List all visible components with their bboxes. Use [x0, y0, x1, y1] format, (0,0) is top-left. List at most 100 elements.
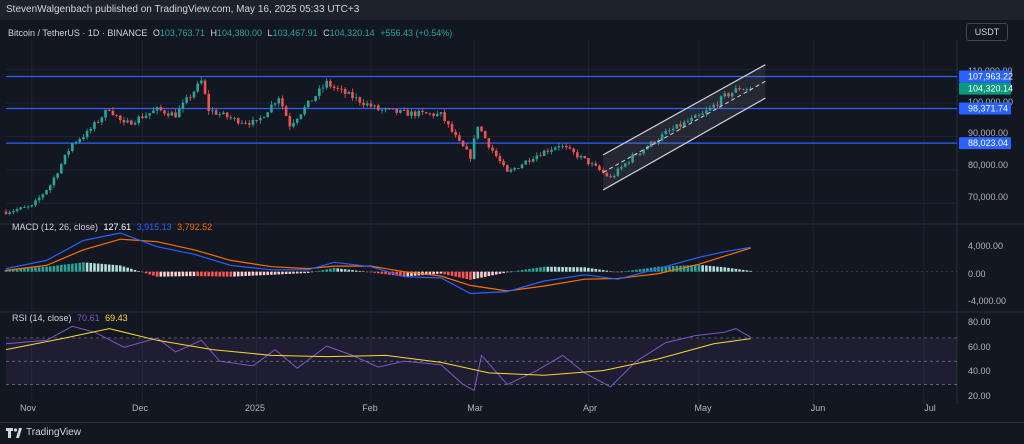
candle-body [299, 114, 303, 119]
rsi-tick-label: 80.00 [968, 317, 991, 327]
macd-histogram-bar [480, 271, 483, 278]
macd-histogram-bar [705, 265, 708, 272]
macd-histogram-bar [262, 271, 266, 276]
ohlc-h-label: H [210, 28, 217, 38]
x-tick-label: Nov [20, 403, 37, 413]
macd-histogram-bar [439, 271, 443, 274]
macd-histogram-bar [255, 271, 258, 276]
candle-body [583, 155, 586, 159]
candle-body [535, 155, 539, 160]
price-chart[interactable]: Nov Dec 2025 Feb Mar Apr May Jun Jul 110… [0, 20, 1024, 422]
candle-body [564, 145, 568, 148]
candle-body [528, 160, 531, 162]
macd-histogram-bar [303, 271, 306, 274]
macd-histogram-bar [454, 271, 457, 277]
macd-histogram-bar [605, 270, 609, 272]
macd-histogram-bar [576, 267, 579, 272]
macd-histogram-bar [12, 269, 15, 272]
macd-histogram-bar [82, 262, 85, 272]
macd-histogram-bar [163, 271, 166, 277]
macd-histogram-bar [362, 271, 365, 272]
macd-hist-value: 127.61 [103, 222, 132, 232]
macd-histogram-bar [668, 266, 671, 272]
candle-body [130, 120, 133, 125]
macd-histogram-bar [23, 268, 26, 272]
candle-body [365, 103, 369, 106]
candle-body [107, 109, 111, 111]
candle-body [236, 118, 240, 124]
candle-body [284, 106, 288, 116]
rsi-ma-line [5, 328, 751, 376]
candle-body [480, 126, 483, 132]
candle-body [572, 148, 575, 153]
candle-body [207, 94, 211, 111]
macd-histogram-bar [8, 269, 11, 272]
x-tick-label: Dec [132, 403, 149, 413]
candle-body [369, 103, 373, 107]
candle-body [303, 107, 306, 115]
macd-histogram-bar [469, 271, 472, 280]
candle-body [502, 161, 505, 166]
candle-body [435, 113, 439, 117]
level-price-tag [959, 137, 1011, 150]
candle-body [450, 124, 454, 132]
macd-histogram-bar [502, 271, 505, 274]
candle-body [635, 154, 638, 156]
candle-body [26, 206, 30, 208]
candle-body [325, 80, 328, 88]
candle-body [705, 110, 708, 114]
candle-body [358, 97, 362, 103]
candle-body [314, 96, 317, 101]
macd-histogram-bar [85, 262, 89, 272]
macd-histogram-bar [52, 265, 56, 272]
candle-body [668, 130, 671, 132]
macd-histogram-bar [719, 266, 723, 272]
candle-body [37, 197, 41, 201]
macd-legend[interactable]: MACD (12, 26, close) 127.61 3,915.13 3,7… [12, 222, 215, 232]
candle-body [494, 150, 498, 157]
candle-body [19, 207, 23, 210]
macd-histogram-bar [694, 264, 697, 272]
macd-histogram-bar [568, 267, 572, 272]
macd-histogram-bar [181, 271, 185, 277]
candle-body [524, 160, 528, 165]
macd-histogram-bar [60, 264, 63, 272]
candle-body [388, 108, 391, 110]
macd-histogram-bar [225, 271, 229, 277]
macd-histogram-bar [447, 271, 450, 276]
rsi-legend[interactable]: RSI (14, close) 70.61 69.43 [12, 313, 131, 323]
ohlc-open: 103,763.71 [159, 28, 205, 38]
candle-body [513, 168, 516, 170]
candle-body [531, 159, 535, 162]
currency-selector[interactable]: USDT [966, 23, 1008, 41]
candle-body [189, 97, 192, 99]
macd-histogram-bar [270, 271, 273, 275]
candle-body [163, 110, 166, 114]
main-legend[interactable]: Bitcoin / TetherUS · 1D · BINANCE O103,7… [8, 28, 455, 38]
candle-body [491, 147, 494, 151]
candle-body [118, 115, 122, 121]
candle-body [144, 115, 148, 119]
macd-histogram-bar [233, 271, 236, 277]
macd-tick-label: -4,000.00 [968, 296, 1006, 306]
macd-histogram-bar [723, 267, 727, 272]
x-tick-label: Jul [924, 403, 936, 413]
price-tick-label: 100,000.00 [968, 97, 1013, 107]
macd-histogram-bar [15, 268, 19, 272]
macd-histogram-bar [395, 271, 399, 276]
candle-body [686, 121, 690, 123]
candle-body [60, 163, 63, 174]
candle-body [273, 103, 277, 105]
candle-body [192, 91, 196, 98]
candle-body [443, 112, 446, 122]
candle-body [318, 88, 321, 97]
macd-histogram-bar [292, 271, 295, 274]
candle-body [310, 100, 314, 102]
candle-body [354, 97, 358, 99]
candle-body [520, 164, 524, 169]
macd-histogram-bar [561, 266, 564, 272]
macd-histogram-bar [174, 271, 177, 277]
macd-histogram-bar [524, 269, 528, 272]
macd-histogram-bar [71, 263, 74, 272]
candle-body [413, 111, 417, 117]
